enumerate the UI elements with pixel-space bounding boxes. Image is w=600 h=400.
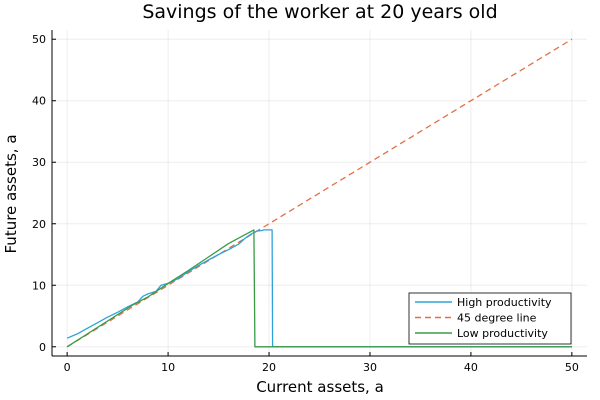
y-axis-label: Future assets, a — [2, 134, 20, 253]
axes: 0 10 20 30 40 50 0 10 20 30 40 50 — [32, 30, 587, 374]
y-tick-label: 50 — [32, 33, 46, 46]
legend-label: High productivity — [457, 296, 552, 309]
series-line-45-degree-line — [66, 38, 573, 348]
x-tick-label: 0 — [64, 361, 71, 374]
y-tick-label: 30 — [32, 156, 46, 169]
x-tick-label: 10 — [161, 361, 175, 374]
legend-label: Low productivity — [457, 327, 548, 340]
legend-label: 45 degree line — [457, 312, 537, 325]
y-tick-label: 10 — [32, 279, 46, 292]
x-tick-label: 50 — [565, 361, 579, 374]
y-tick-label: 20 — [32, 218, 46, 231]
x-tick-label: 40 — [464, 361, 478, 374]
plot-area — [66, 38, 573, 348]
x-tick-label: 20 — [262, 361, 276, 374]
chart-title: Savings of the worker at 20 years old — [142, 1, 497, 23]
x-tick-label: 30 — [363, 361, 377, 374]
series-line-low-productivity — [66, 229, 572, 348]
y-tick-label: 40 — [32, 95, 46, 108]
grid — [52, 30, 587, 356]
y-tick-label: 0 — [39, 341, 46, 354]
legend: High productivity 45 degree line Low produ… — [408, 292, 572, 345]
series-line-high-productivity — [66, 229, 572, 348]
x-axis-label: Current assets, a — [256, 378, 384, 396]
